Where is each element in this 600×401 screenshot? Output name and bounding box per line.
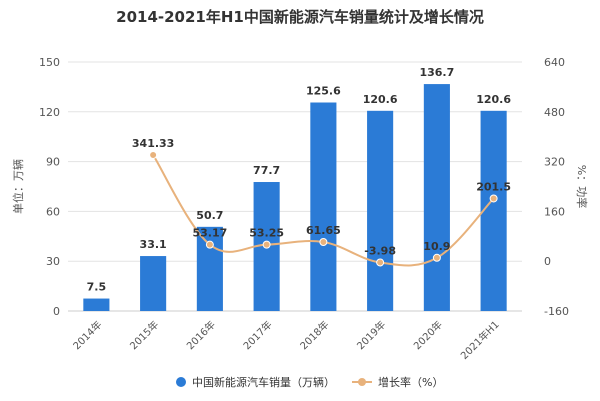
left-tick-label: 30 [46, 255, 60, 268]
right-tick-label: 0 [544, 255, 551, 268]
growth-value-label: 61.65 [306, 224, 341, 237]
bar-value-label: 33.1 [140, 238, 167, 251]
right-tick-label: -160 [544, 305, 569, 318]
legend-label-sales: 中国新能源汽车销量（万辆） [192, 375, 335, 389]
growth-point [262, 240, 271, 249]
y-axis-left-label: 单位：万辆 [11, 159, 25, 214]
x-tick-label: 2014年 [70, 318, 104, 352]
growth-point [432, 253, 441, 262]
growth-point [489, 194, 498, 203]
growth-point [149, 150, 158, 159]
growth-point [376, 258, 385, 267]
left-tick-label: 90 [46, 156, 60, 169]
legend-label-growth: 增长率（%） [378, 375, 443, 389]
legend-marker-growth [358, 378, 366, 386]
bar-value-label: 120.6 [363, 93, 398, 106]
growth-value-label: 53.17 [192, 227, 227, 240]
growth-value-label: -3.98 [364, 244, 396, 257]
bar [310, 102, 337, 311]
growth-value-label: 341.33 [132, 137, 174, 150]
growth-value-label: 201.5 [476, 180, 511, 193]
x-tick-label: 2017年 [240, 318, 274, 352]
bar [480, 110, 507, 311]
bar [140, 256, 167, 311]
left-tick-label: 120 [39, 106, 60, 119]
bar-value-label: 77.7 [253, 164, 280, 177]
chart-title: 2014-2021年H1中国新能源汽车销量统计及增长情况 [116, 8, 484, 26]
bar-value-label: 125.6 [306, 85, 341, 98]
bar-value-label: 7.5 [87, 281, 107, 294]
x-tick-label: 2016年 [184, 318, 218, 352]
bar [367, 110, 394, 311]
bar [83, 298, 110, 311]
y-axis-right-label: %：功率 [575, 165, 589, 208]
legend-marker-sales [176, 377, 186, 387]
x-tick-label: 2020年 [411, 318, 445, 352]
left-tick-label: 0 [53, 305, 60, 318]
x-tick-label: 2015年 [127, 318, 161, 352]
bar [423, 84, 450, 311]
right-tick-label: 320 [544, 156, 565, 169]
bar-value-label: 50.7 [196, 209, 223, 222]
left-tick-label: 60 [46, 205, 60, 218]
right-tick-label: 480 [544, 106, 565, 119]
x-tick-label: 2018年 [297, 318, 331, 352]
growth-point [319, 238, 328, 247]
right-tick-label: 160 [544, 205, 565, 218]
growth-value-label: 10.9 [423, 240, 450, 253]
growth-value-label: 53.25 [249, 227, 284, 240]
x-tick-label: 2019年 [354, 318, 388, 352]
right-tick-label: 640 [544, 56, 565, 69]
left-tick-label: 150 [39, 56, 60, 69]
growth-point [205, 240, 214, 249]
x-tick-label: 2021年H1 [458, 318, 502, 362]
bar-value-label: 120.6 [476, 93, 511, 106]
bar-value-label: 136.7 [419, 66, 454, 79]
